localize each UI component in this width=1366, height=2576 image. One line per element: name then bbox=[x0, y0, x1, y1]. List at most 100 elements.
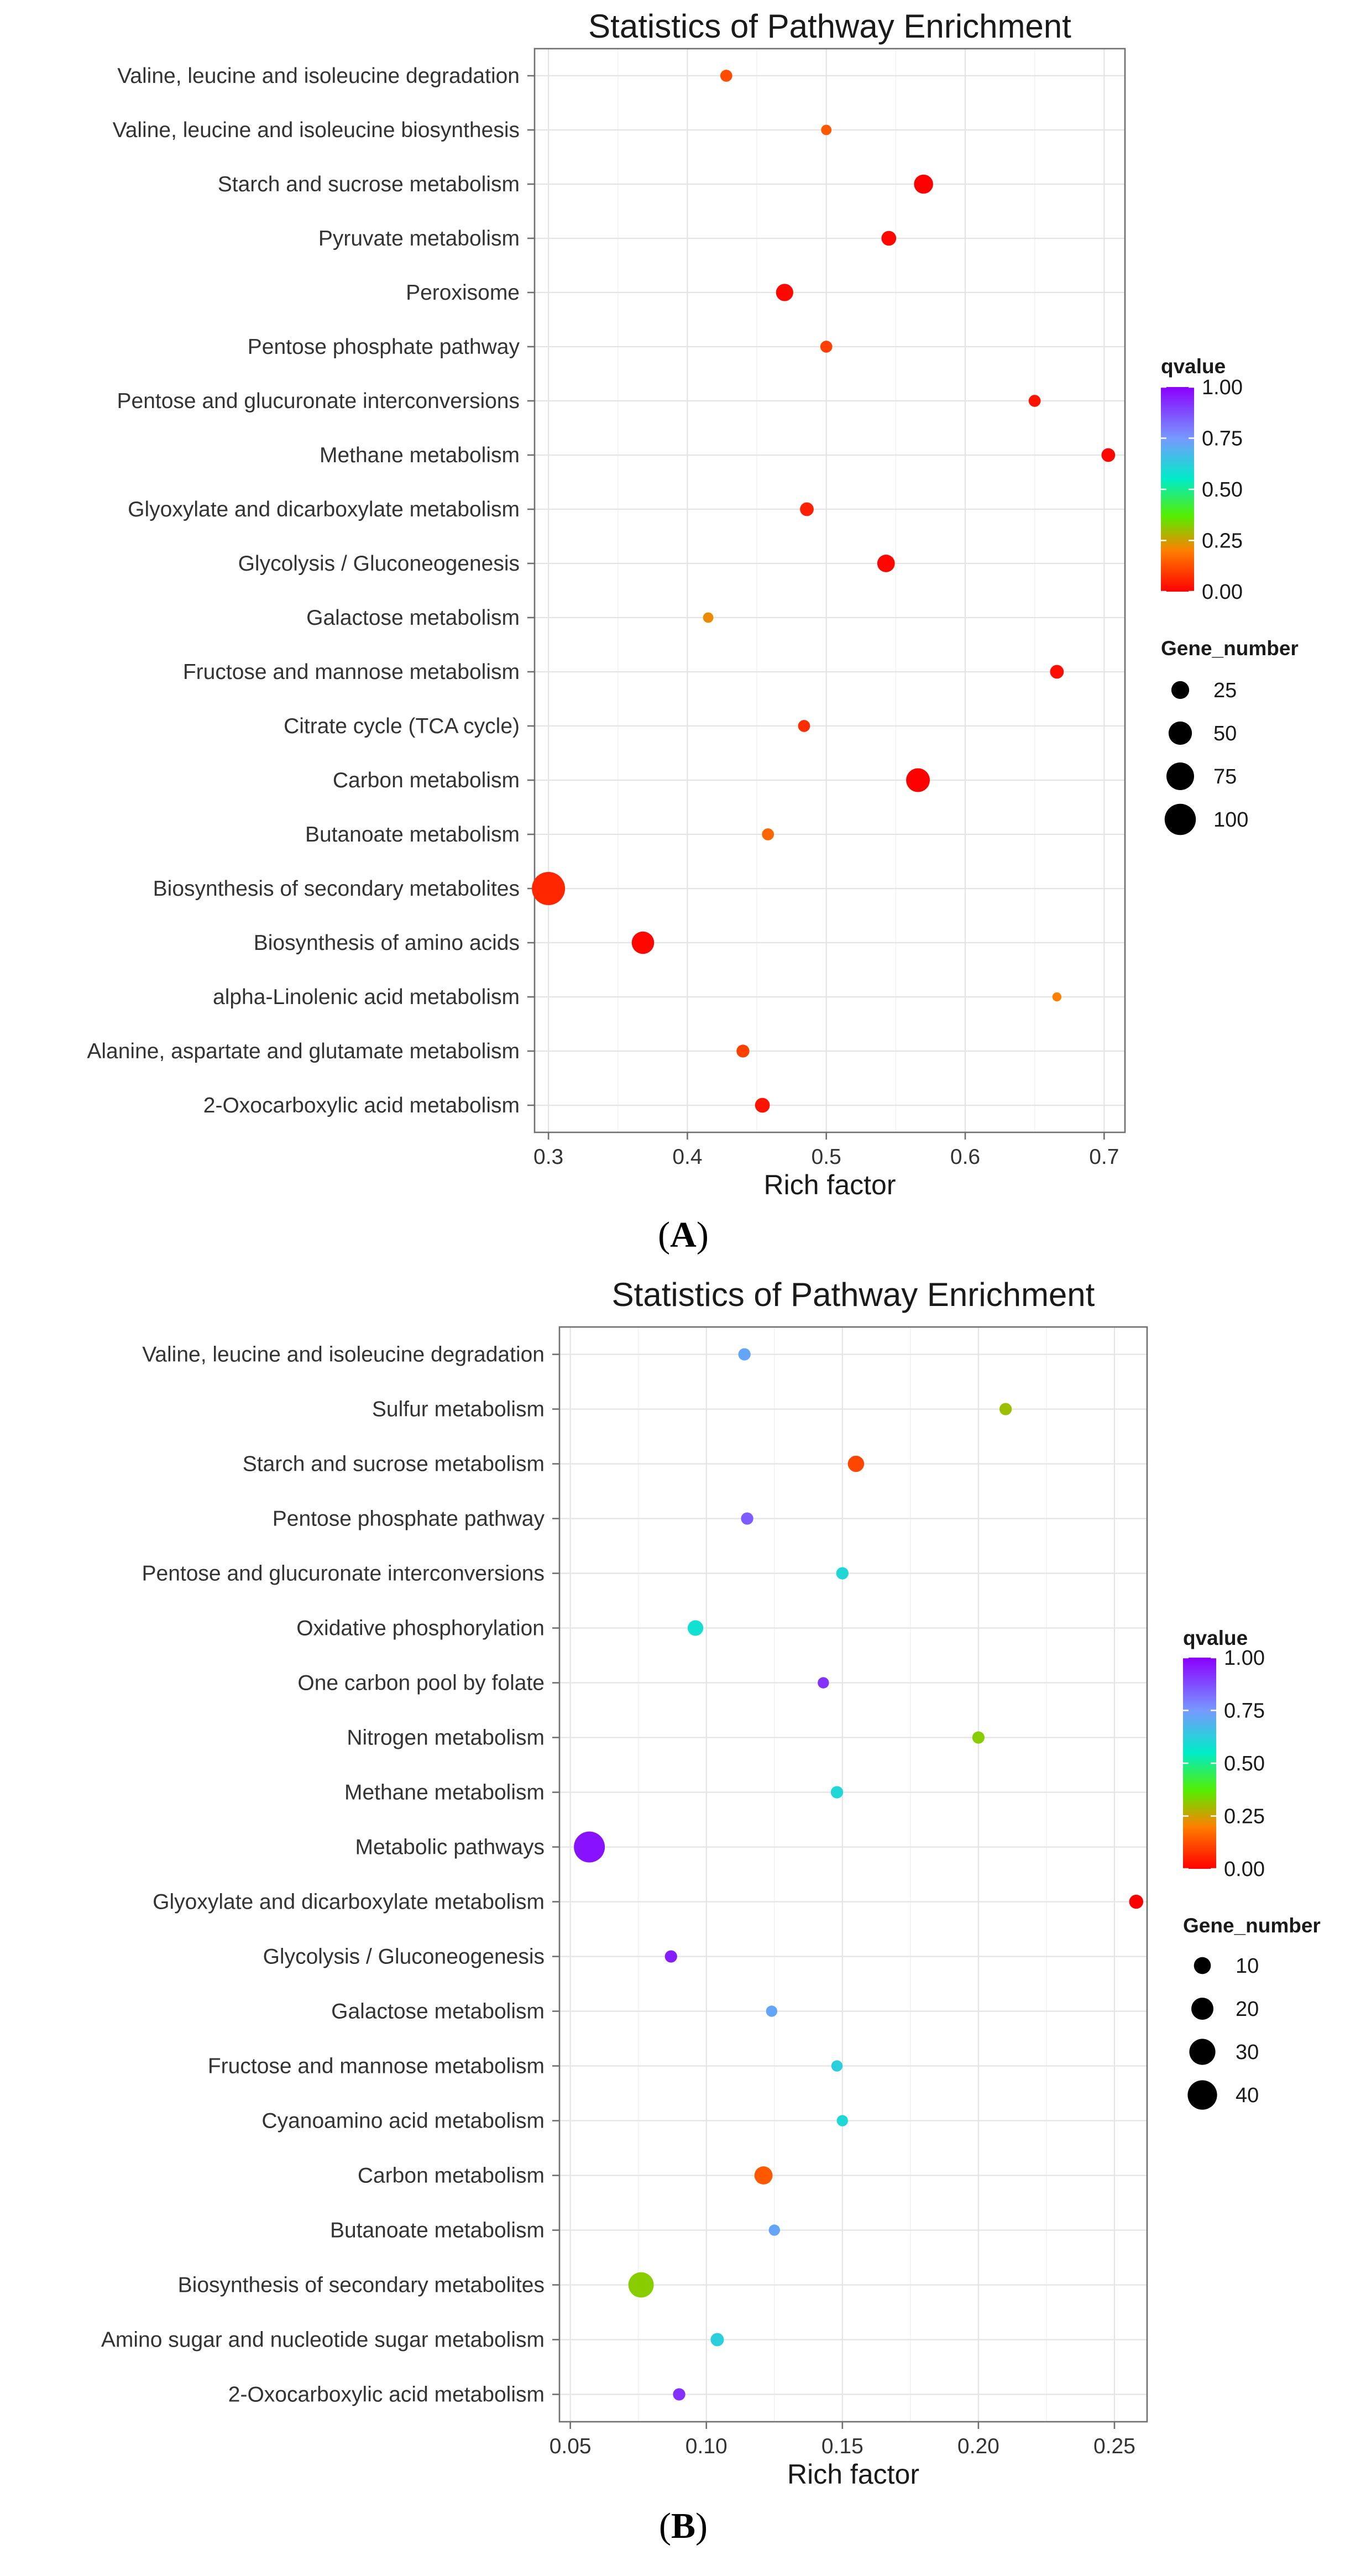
y-tick-label: Methane metabolism bbox=[344, 1781, 545, 1805]
data-point bbox=[720, 70, 732, 82]
data-point bbox=[847, 1455, 865, 1472]
y-tick-label: Valine, leucine and isoleucine biosynthe… bbox=[113, 118, 520, 142]
size-legend-dot bbox=[1194, 1957, 1211, 1974]
data-point bbox=[999, 1403, 1012, 1415]
data-point bbox=[1129, 1894, 1144, 1909]
x-tick-label: 0.3 bbox=[533, 1145, 563, 1169]
qvalue-legend-label: 0.75 bbox=[1202, 427, 1243, 451]
data-point bbox=[1028, 395, 1041, 407]
data-point bbox=[914, 174, 933, 194]
x-tick-label: 0.20 bbox=[957, 2434, 999, 2458]
chart-panel-b: Statistics of Pathway Enrichment Valine, … bbox=[101, 1276, 1321, 2546]
y-tick-label: Pentose phosphate pathway bbox=[273, 1507, 545, 1531]
y-tick-label: Carbon metabolism bbox=[333, 769, 520, 792]
qvalue-legend-label: 0.75 bbox=[1224, 1700, 1265, 1723]
size-legend-label: 40 bbox=[1236, 2084, 1259, 2107]
y-tick-label: Biosynthesis of amino acids bbox=[254, 931, 520, 955]
x-tick-label: 0.15 bbox=[821, 2434, 863, 2458]
data-point bbox=[754, 2166, 773, 2185]
data-point bbox=[631, 931, 655, 954]
x-tick-label: 0.10 bbox=[685, 2434, 728, 2458]
chart-panel-a: Statistics of Pathway Enrichment Valine, … bbox=[87, 8, 1298, 1255]
y-tick-label: alpha-Linolenic acid metabolism bbox=[213, 985, 520, 1009]
y-tick-label: Galactose metabolism bbox=[306, 606, 520, 630]
size-legend-dot bbox=[1187, 2080, 1217, 2110]
size-legend-dot bbox=[1164, 803, 1196, 835]
qvalue-legend-label: 0.50 bbox=[1224, 1752, 1265, 1775]
data-point bbox=[820, 341, 833, 353]
y-tick-label: Glyoxylate and dicarboxylate metabolism bbox=[128, 498, 520, 521]
size-legend-label: 100 bbox=[1213, 808, 1248, 832]
size-legend-dot bbox=[1171, 681, 1190, 699]
y-tick-label: Cyanoamino acid metabolism bbox=[261, 2109, 545, 2133]
y-tick-label: Butanoate metabolism bbox=[330, 2219, 545, 2243]
data-point bbox=[703, 612, 714, 623]
data-point bbox=[1052, 992, 1062, 1002]
chart-title: Statistics of Pathway Enrichment bbox=[588, 8, 1071, 45]
x-axis-title: Rich factor bbox=[764, 1169, 896, 1200]
qvalue-legend-title: qvalue bbox=[1183, 1627, 1248, 1649]
gene-number-legend-title: Gene_number bbox=[1183, 1914, 1321, 1937]
size-legend-label: 10 bbox=[1236, 1955, 1259, 1978]
y-tick-label: Fructose and mannose metabolism bbox=[183, 660, 520, 684]
data-point bbox=[1050, 665, 1064, 679]
data-point bbox=[798, 720, 810, 732]
qvalue-legend-label: 0.25 bbox=[1224, 1805, 1265, 1828]
y-tick-label: Glycolysis / Gluconeogenesis bbox=[263, 1945, 545, 1969]
x-tick-label: 0.7 bbox=[1089, 1145, 1119, 1169]
y-tick-label: Fructose and mannose metabolism bbox=[208, 2055, 545, 2078]
y-tick-label: 2-Oxocarboxylic acid metabolism bbox=[228, 2383, 545, 2407]
plot-area bbox=[559, 1327, 1147, 2422]
data-point bbox=[1101, 448, 1116, 462]
data-point bbox=[821, 124, 832, 135]
qvalue-legend-label: 0.50 bbox=[1202, 478, 1243, 501]
data-point bbox=[687, 1620, 704, 1636]
data-point bbox=[906, 768, 930, 792]
qvalue-legend-label: 0.00 bbox=[1224, 1858, 1265, 1881]
data-point bbox=[664, 1950, 677, 1963]
y-tick-label: Methane metabolism bbox=[320, 443, 520, 467]
data-point bbox=[628, 2272, 654, 2298]
data-point bbox=[972, 1731, 985, 1744]
qvalue-legend-label: 0.00 bbox=[1202, 581, 1243, 604]
data-point bbox=[736, 1044, 750, 1058]
plot-area bbox=[535, 49, 1125, 1132]
data-point bbox=[710, 2333, 724, 2347]
data-point bbox=[776, 284, 793, 301]
data-point bbox=[762, 828, 774, 840]
gene-number-legend-title: Gene_number bbox=[1161, 637, 1299, 660]
data-point bbox=[738, 1348, 751, 1361]
y-tick-label: Nitrogen metabolism bbox=[347, 1726, 545, 1750]
size-legend-dot bbox=[1189, 2039, 1216, 2065]
plot-frame bbox=[558, 1326, 1148, 2423]
chart-title: Statistics of Pathway Enrichment bbox=[612, 1276, 1095, 1313]
y-tick-label: Pyruvate metabolism bbox=[318, 227, 520, 250]
qvalue-legend-label: 1.00 bbox=[1224, 1647, 1265, 1670]
y-tick-label: Alanine, aspartate and glutamate metabol… bbox=[87, 1039, 520, 1063]
y-tick-label: Biosynthesis of secondary metabolites bbox=[153, 877, 520, 901]
data-point bbox=[574, 1831, 605, 1863]
size-legend-dot bbox=[1191, 1998, 1213, 2020]
size-legend-label: 20 bbox=[1236, 1998, 1259, 2021]
qvalue-legend-title: qvalue bbox=[1161, 355, 1226, 378]
y-tick-label: Carbon metabolism bbox=[358, 2164, 545, 2188]
y-tick-label: Glyoxylate and dicarboxylate metabolism bbox=[153, 1890, 545, 1914]
size-legend-label: 30 bbox=[1236, 2041, 1259, 2064]
x-tick-label: 0.6 bbox=[950, 1145, 980, 1169]
y-tick-label: Biosynthesis of secondary metabolites bbox=[178, 2274, 545, 2297]
data-point bbox=[768, 2224, 780, 2236]
y-tick-label: Sulfur metabolism bbox=[372, 1398, 545, 1422]
y-tick-label: One carbon pool by folate bbox=[297, 1671, 545, 1695]
data-point bbox=[881, 231, 897, 246]
x-tick-label: 0.05 bbox=[549, 2434, 592, 2458]
y-tick-label: Amino sugar and nucleotide sugar metabol… bbox=[101, 2328, 545, 2352]
plot-frame bbox=[533, 48, 1126, 1133]
data-point bbox=[818, 1677, 829, 1689]
y-tick-label: Glycolysis / Gluconeogenesis bbox=[238, 552, 520, 576]
size-legend-label: 25 bbox=[1213, 679, 1237, 702]
y-tick-label: Valine, leucine and isoleucine degradati… bbox=[117, 64, 520, 88]
y-tick-label: Starch and sucrose metabolism bbox=[218, 173, 520, 196]
data-point bbox=[532, 872, 566, 905]
data-point bbox=[800, 502, 814, 516]
